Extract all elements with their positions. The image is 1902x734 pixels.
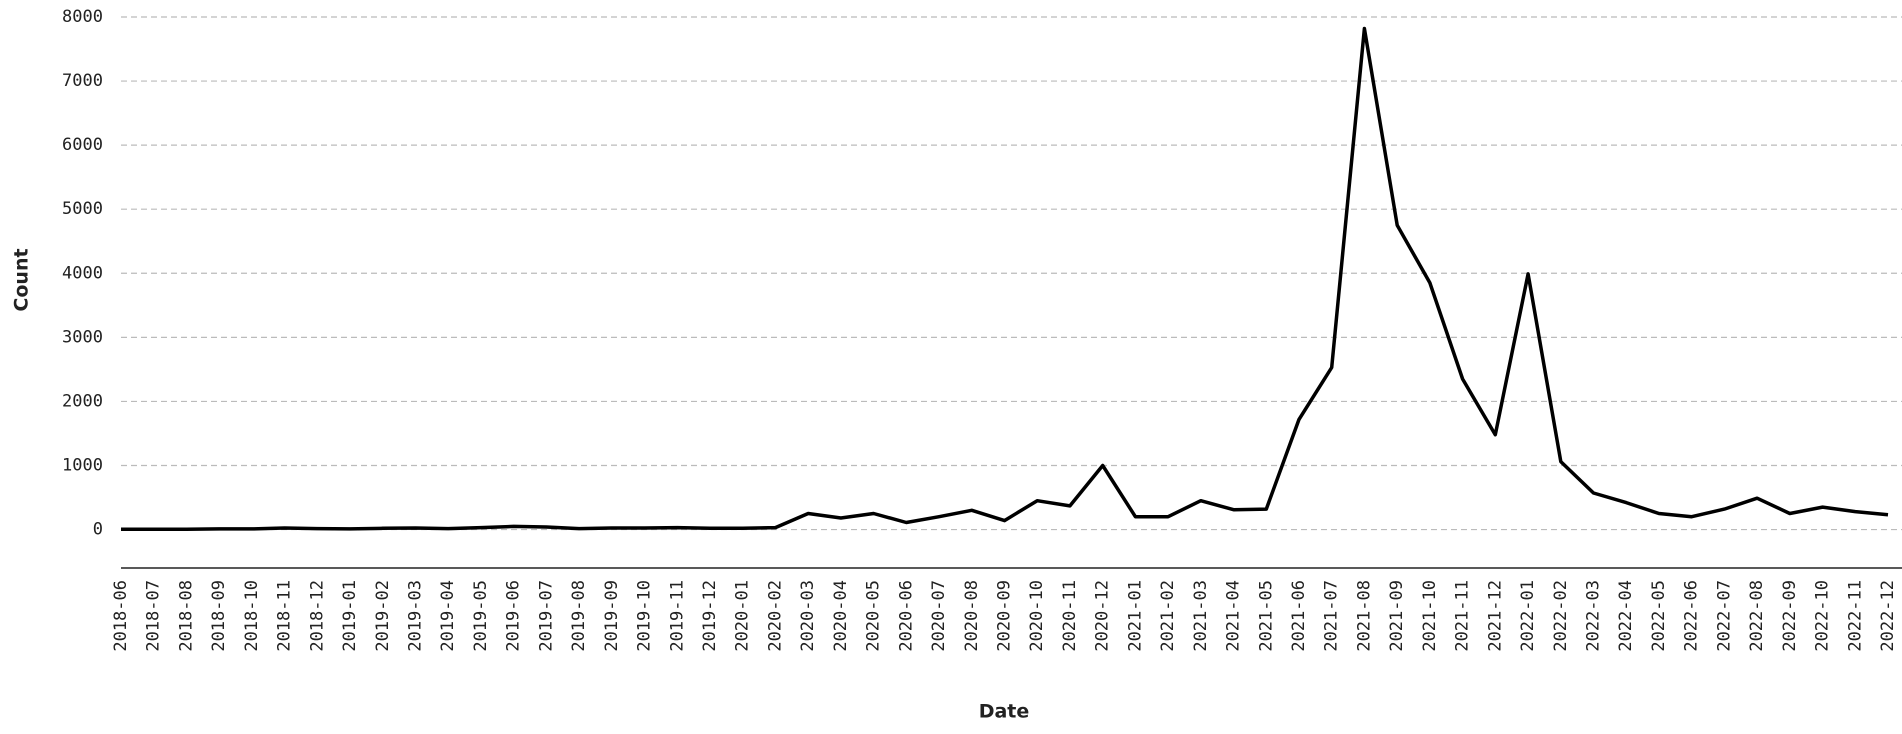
x-tick-label: 2019-09 [602,580,622,652]
y-tick-label: 1000 [62,455,103,475]
x-tick-label: 2020-01 [733,580,753,652]
y-tick-label: 8000 [62,7,103,27]
x-tick-label: 2019-03 [406,580,426,652]
y-tick-label: 4000 [62,263,103,283]
x-tick-label: 2018-10 [242,580,262,652]
x-tick-label: 2019-04 [438,580,458,652]
x-tick-label: 2021-09 [1387,580,1407,652]
x-tick-label: 2019-07 [536,580,556,652]
x-tick-label: 2022-12 [1878,580,1898,652]
x-tick-label: 2019-01 [340,580,360,652]
data-line [121,26,1889,531]
x-tick-label: 2018-07 [144,580,164,652]
y-axis-title: Count [11,248,33,311]
x-tick-label: 2020-07 [929,580,949,652]
x-tick-label: 2020-10 [1027,580,1047,652]
x-tick-label: 2021-06 [1289,580,1309,652]
x-tick-label: 2020-05 [864,580,884,652]
x-tick-label: 2022-08 [1747,580,1767,652]
x-tick-label: 2020-12 [1093,580,1113,652]
x-tick-label: 2022-04 [1616,580,1636,652]
x-tick-label: 2021-03 [1191,580,1211,652]
x-tick-label: 2021-12 [1485,580,1505,652]
y-tick-label: 2000 [62,391,103,411]
x-tick-label: 2019-05 [471,580,491,652]
x-tick-label: 2021-02 [1158,580,1178,652]
x-tick-label: 2020-09 [995,580,1015,652]
x-tick-label: 2018-11 [275,580,295,652]
x-tick-label: 2019-11 [667,580,687,652]
x-axis-title: Date [979,701,1030,723]
x-tick-label: 2022-06 [1682,580,1702,652]
x-tick-label: 2020-06 [896,580,916,652]
x-tick-label: 2018-06 [111,580,131,652]
x-tick-label: 2022-02 [1551,580,1571,652]
y-tick-label: 6000 [62,135,103,155]
x-tick-label: 2022-07 [1714,580,1734,652]
x-tick-label: 2022-10 [1813,580,1833,652]
x-tick-label: 2019-10 [635,580,655,652]
x-tick-label: 2021-05 [1256,580,1276,652]
x-tick-label: 2020-03 [798,580,818,652]
x-tick-label: 2018-08 [176,580,196,652]
y-tick-label: 5000 [62,199,103,219]
x-tick-label: 2020-11 [1060,580,1080,652]
x-tick-label: 2021-04 [1224,580,1244,652]
x-tick-label: 2018-09 [209,580,229,652]
x-tick-label: 2022-01 [1518,580,1538,652]
x-tick-label: 2022-03 [1584,580,1604,652]
x-tick-label: 2022-11 [1845,580,1865,652]
x-tick-label: 2022-05 [1649,580,1669,652]
x-tick-label: 2021-11 [1453,580,1473,652]
y-tick-label: 3000 [62,327,103,347]
x-tick-label: 2018-12 [307,580,327,652]
x-tick-label: 2019-12 [700,580,720,652]
x-tick-label: 2020-02 [765,580,785,652]
x-tick-label: 2020-04 [831,580,851,652]
y-tick-label: 0 [93,520,103,540]
x-tick-label: 2021-07 [1322,580,1342,652]
x-tick-label: 2021-01 [1125,580,1145,652]
x-tick-label: 2020-08 [962,580,982,652]
y-tick-label: 7000 [62,71,103,91]
x-tick-label: 2019-08 [569,580,589,652]
x-tick-label: 2021-10 [1420,580,1440,652]
x-tick-label: 2021-08 [1354,580,1374,652]
x-tick-label: 2019-02 [373,580,393,652]
x-tick-label: 2022-09 [1780,580,1800,652]
x-tick-label: 2019-06 [504,580,524,652]
